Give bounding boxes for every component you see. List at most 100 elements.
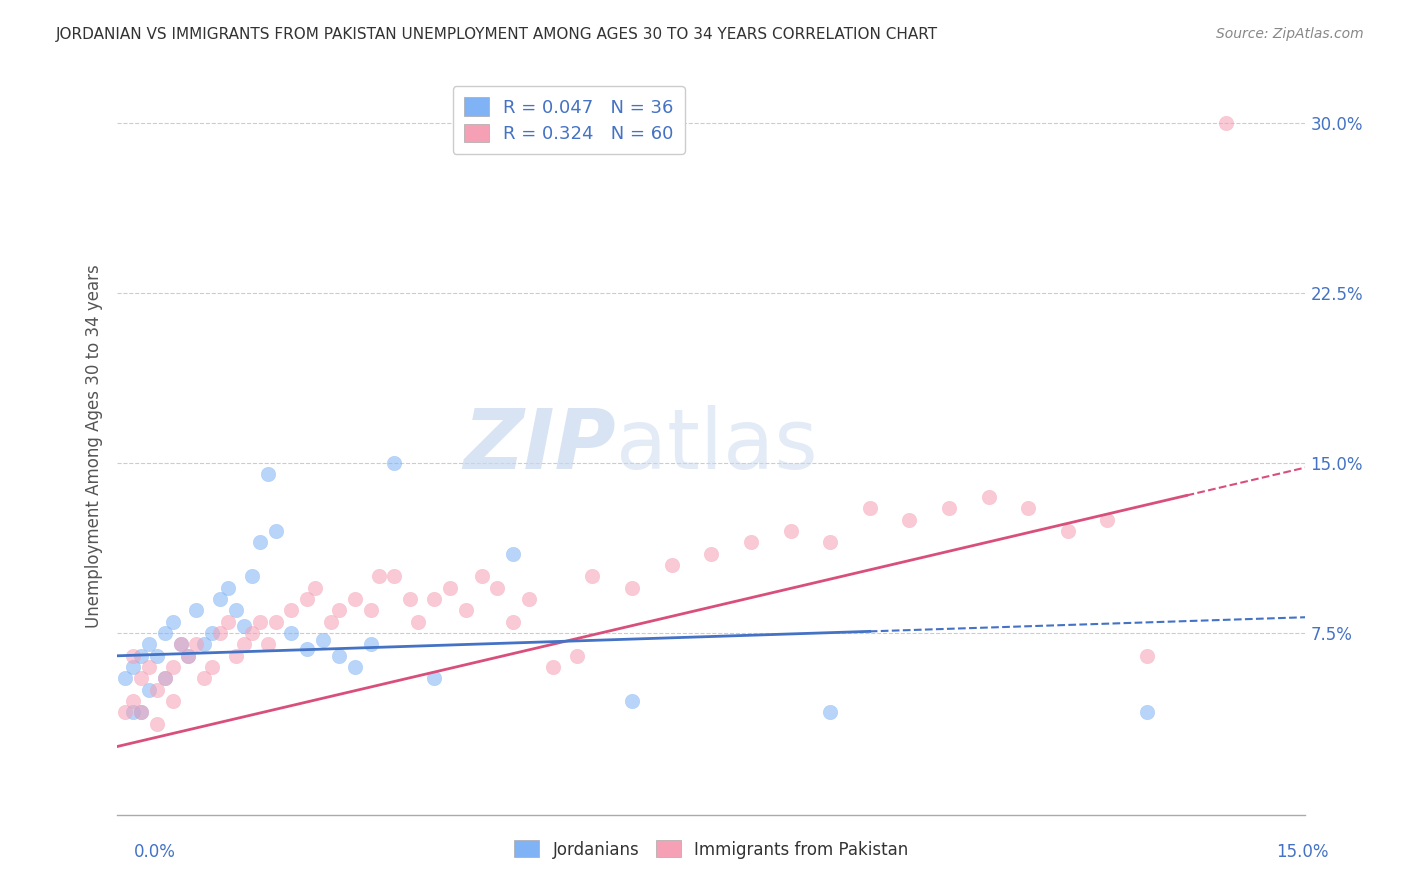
Point [486, 581, 509, 595]
Point [328, 648, 350, 663]
Text: ZIP: ZIP [464, 406, 616, 486]
Point [384, 456, 406, 470]
Point [256, 467, 278, 482]
Point [818, 706, 841, 720]
Point [169, 637, 191, 651]
Point [225, 603, 247, 617]
Point [146, 648, 169, 663]
Point [423, 592, 446, 607]
Point [297, 642, 319, 657]
Point [114, 672, 136, 686]
Point [146, 682, 169, 697]
Text: JORDANIAN VS IMMIGRANTS FROM PAKISTAN UNEMPLOYMENT AMONG AGES 30 TO 34 YEARS COR: JORDANIAN VS IMMIGRANTS FROM PAKISTAN UN… [56, 27, 938, 42]
Point [217, 581, 239, 595]
Point [217, 615, 239, 629]
Point [249, 615, 271, 629]
Point [232, 637, 254, 651]
Point [1097, 513, 1119, 527]
Point [186, 637, 208, 651]
Point [517, 592, 540, 607]
Point [406, 615, 429, 629]
Point [177, 648, 200, 663]
Point [280, 603, 302, 617]
Point [818, 535, 841, 549]
Point [153, 672, 176, 686]
Point [138, 637, 160, 651]
Point [1017, 501, 1039, 516]
Point [423, 672, 446, 686]
Point [661, 558, 683, 572]
Point [977, 490, 1000, 504]
Point [360, 637, 382, 651]
Point [502, 547, 524, 561]
Point [249, 535, 271, 549]
Point [621, 581, 644, 595]
Point [399, 592, 422, 607]
Point [240, 626, 263, 640]
Point [256, 637, 278, 651]
Point [1215, 116, 1237, 130]
Point [153, 672, 176, 686]
Point [454, 603, 477, 617]
Point [859, 501, 882, 516]
Point [621, 694, 644, 708]
Y-axis label: Unemployment Among Ages 30 to 34 years: Unemployment Among Ages 30 to 34 years [86, 264, 103, 628]
Point [541, 660, 564, 674]
Point [304, 581, 326, 595]
Text: 15.0%: 15.0% [1277, 843, 1329, 861]
Point [114, 706, 136, 720]
Point [297, 592, 319, 607]
Point [280, 626, 302, 640]
Point [264, 524, 287, 538]
Point [162, 660, 184, 674]
Point [938, 501, 960, 516]
Point [209, 592, 232, 607]
Point [700, 547, 723, 561]
Point [1136, 706, 1159, 720]
Point [129, 672, 152, 686]
Point [225, 648, 247, 663]
Point [169, 637, 191, 651]
Point [779, 524, 801, 538]
Text: 0.0%: 0.0% [134, 843, 176, 861]
Text: atlas: atlas [616, 406, 818, 486]
Point [193, 637, 215, 651]
Point [193, 672, 215, 686]
Point [319, 615, 342, 629]
Point [581, 569, 603, 583]
Point [565, 648, 588, 663]
Point [129, 706, 152, 720]
Point [312, 632, 335, 647]
Point [122, 660, 145, 674]
Point [1136, 648, 1159, 663]
Point [186, 603, 208, 617]
Point [367, 569, 389, 583]
Point [162, 694, 184, 708]
Point [122, 706, 145, 720]
Point [138, 682, 160, 697]
Point [740, 535, 762, 549]
Point [240, 569, 263, 583]
Point [177, 648, 200, 663]
Point [360, 603, 382, 617]
Point [153, 626, 176, 640]
Point [1056, 524, 1078, 538]
Point [898, 513, 921, 527]
Point [138, 660, 160, 674]
Point [343, 592, 366, 607]
Point [439, 581, 461, 595]
Point [343, 660, 366, 674]
Point [232, 619, 254, 633]
Point [122, 648, 145, 663]
Point [146, 716, 169, 731]
Point [122, 694, 145, 708]
Text: Source: ZipAtlas.com: Source: ZipAtlas.com [1216, 27, 1364, 41]
Point [209, 626, 232, 640]
Point [328, 603, 350, 617]
Point [129, 648, 152, 663]
Point [162, 615, 184, 629]
Legend: R = 0.047   N = 36, R = 0.324   N = 60: R = 0.047 N = 36, R = 0.324 N = 60 [453, 87, 685, 154]
Point [471, 569, 494, 583]
Point [384, 569, 406, 583]
Point [129, 706, 152, 720]
